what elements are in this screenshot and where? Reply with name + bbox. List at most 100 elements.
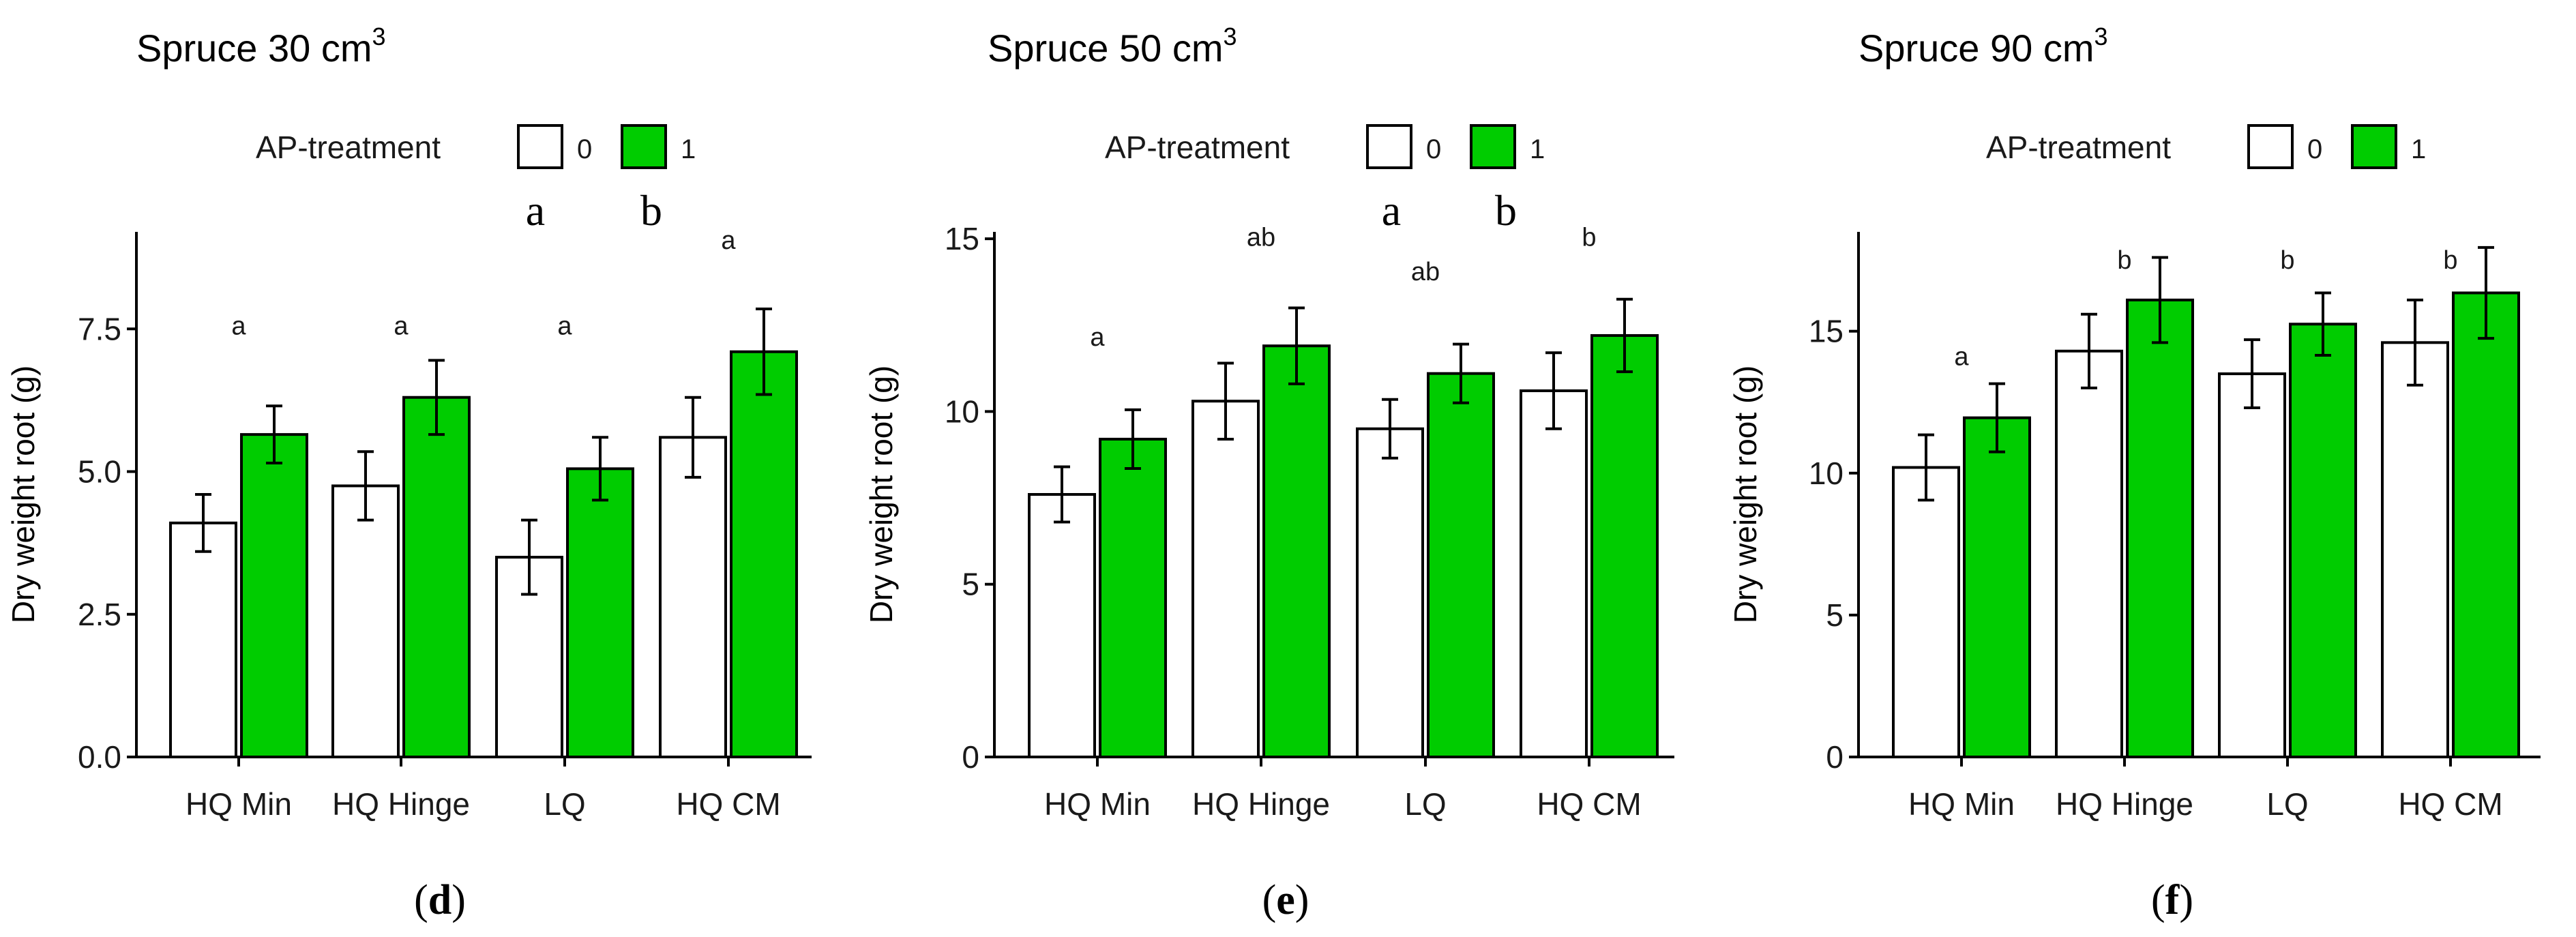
legend-title: AP-treatment [256, 130, 441, 165]
bar-lq-ap1 [2289, 323, 2357, 758]
legend: AP-treatment 0 1 [1986, 124, 2426, 169]
treatment-letter: b [1495, 186, 1517, 235]
y-axis-label: Dry weight root (g) [1728, 366, 1763, 623]
chart-panel-d: Spruce 30 cm3 AP-treatment 0 1 a b 0.0 2.5 5.0 7.… [5, 23, 812, 923]
x-tick-label: HQ Hinge [332, 786, 470, 822]
bar-hq-hinge-ap0 [331, 484, 400, 759]
x-tick-label: LQ [2266, 786, 2308, 822]
bar-lq-ap1 [1427, 372, 1495, 758]
panel-label-close: ) [2179, 877, 2193, 923]
chart-title-text: Spruce 30 cm [136, 27, 372, 70]
y-tick-label: 15 [1809, 314, 1844, 349]
y-tick-label: 5 [1826, 597, 1844, 633]
x-tick-label: HQ Min [186, 786, 292, 822]
panel-label: (f) [2151, 877, 2193, 923]
bar-hq-min-ap1 [1099, 437, 1167, 759]
group-letter: a [231, 312, 246, 341]
y-tick-label: 5 [962, 567, 979, 602]
chart-title-text: Spruce 50 cm [988, 27, 1224, 70]
group-letter: a [721, 226, 736, 255]
legend-key-1 [2351, 124, 2397, 169]
panel-label: (e) [1262, 877, 1309, 923]
legend-title: AP-treatment [1986, 130, 2171, 165]
x-tick-label: HQ Min [1908, 786, 2015, 822]
group-letter: a [1090, 323, 1105, 352]
bar-hq-min-ap1 [240, 433, 308, 758]
y-tick-label: 7.5 [78, 311, 121, 346]
legend-label-1: 1 [2411, 134, 2426, 164]
panel-label-open: ( [414, 877, 428, 923]
panel-label-open: ( [2151, 877, 2165, 923]
panel-label-letter: e [1276, 877, 1295, 923]
legend-label-0: 0 [1426, 134, 1441, 164]
bar-hq-cm-ap0 [1520, 389, 1588, 758]
chart-title: Spruce 30 cm3 [136, 23, 386, 70]
bar-lq-ap0 [1356, 427, 1424, 758]
legend-key-0 [517, 124, 563, 169]
y-axis-label: Dry weight root (g) [5, 366, 41, 623]
chart-title-superscript: 3 [1224, 23, 1237, 50]
x-tick-label: LQ [1404, 786, 1446, 822]
bar-lq-ap0 [2218, 372, 2286, 758]
x-tick-label: HQ Hinge [2056, 786, 2193, 822]
legend: AP-treatment 0 1 [1105, 124, 1545, 169]
chart-title: Spruce 50 cm3 [988, 23, 1237, 70]
panel-label: (d) [414, 877, 466, 923]
panel-label-letter: d [428, 877, 451, 923]
x-tick-label: HQ CM [1537, 786, 1641, 822]
y-tick-label: 10 [945, 393, 979, 429]
bar-hq-cm-ap1 [2452, 291, 2520, 758]
chart-title-superscript: 3 [372, 23, 386, 50]
y-tick-label: 5.0 [78, 454, 121, 490]
chart-title: Spruce 90 cm3 [1859, 23, 2108, 70]
treatment-letter: a [526, 186, 545, 235]
panel-label-close: ) [451, 877, 466, 923]
panel-label-letter: f [2165, 877, 2180, 923]
treatment-letter: a [1382, 186, 1401, 235]
bar-hq-min-ap0 [169, 521, 237, 758]
group-letter: ab [1247, 223, 1275, 252]
bar-hq-cm-ap0 [659, 436, 727, 758]
group-letter: a [394, 312, 409, 341]
treatment-letter: b [640, 186, 662, 235]
y-tick-label: 0 [962, 739, 979, 775]
legend-key-1 [621, 124, 667, 169]
bar-hq-cm-ap0 [2381, 341, 2449, 758]
group-letter: ab [1411, 258, 1440, 286]
bar-hq-hinge-ap0 [1191, 400, 1260, 758]
bar-hq-min-ap0 [1028, 493, 1096, 758]
panel-label-close: ) [1295, 877, 1309, 923]
legend-title: AP-treatment [1105, 130, 1290, 165]
y-tick-label: 2.5 [78, 597, 121, 632]
x-tick-label: HQ Hinge [1192, 786, 1330, 822]
bar-hq-hinge-ap1 [402, 396, 471, 758]
legend-label-1: 1 [1530, 134, 1545, 164]
x-tick-label: HQ CM [2398, 786, 2502, 822]
y-axis-label: Dry weight root (g) [863, 366, 899, 623]
bar-hq-cm-ap1 [730, 350, 798, 758]
legend-label-0: 0 [577, 134, 592, 164]
y-tick-label: 10 [1809, 456, 1844, 491]
group-letter: b [1582, 223, 1596, 252]
y-tick-label: 0 [1826, 739, 1844, 775]
legend-label-0: 0 [2307, 134, 2322, 164]
x-tick-label: HQ CM [676, 786, 780, 822]
legend-key-0 [2247, 124, 2294, 169]
legend-key-0 [1366, 124, 1412, 169]
y-tick-label: 0.0 [78, 739, 121, 775]
panel-label-open: ( [1262, 877, 1277, 923]
group-letter: b [2280, 246, 2294, 275]
bar-hq-cm-ap1 [1590, 333, 1659, 758]
bar-hq-hinge-ap1 [1262, 344, 1331, 758]
legend-key-1 [1470, 124, 1516, 169]
bar-hq-hinge-ap0 [2055, 349, 2123, 758]
chart-title-text: Spruce 90 cm [1859, 27, 2094, 70]
bar-lq-ap1 [566, 467, 634, 759]
group-letter: a [1954, 343, 1969, 372]
y-tick-label: 15 [945, 221, 979, 256]
group-letter: a [557, 312, 572, 341]
group-letter: b [2117, 246, 2131, 275]
